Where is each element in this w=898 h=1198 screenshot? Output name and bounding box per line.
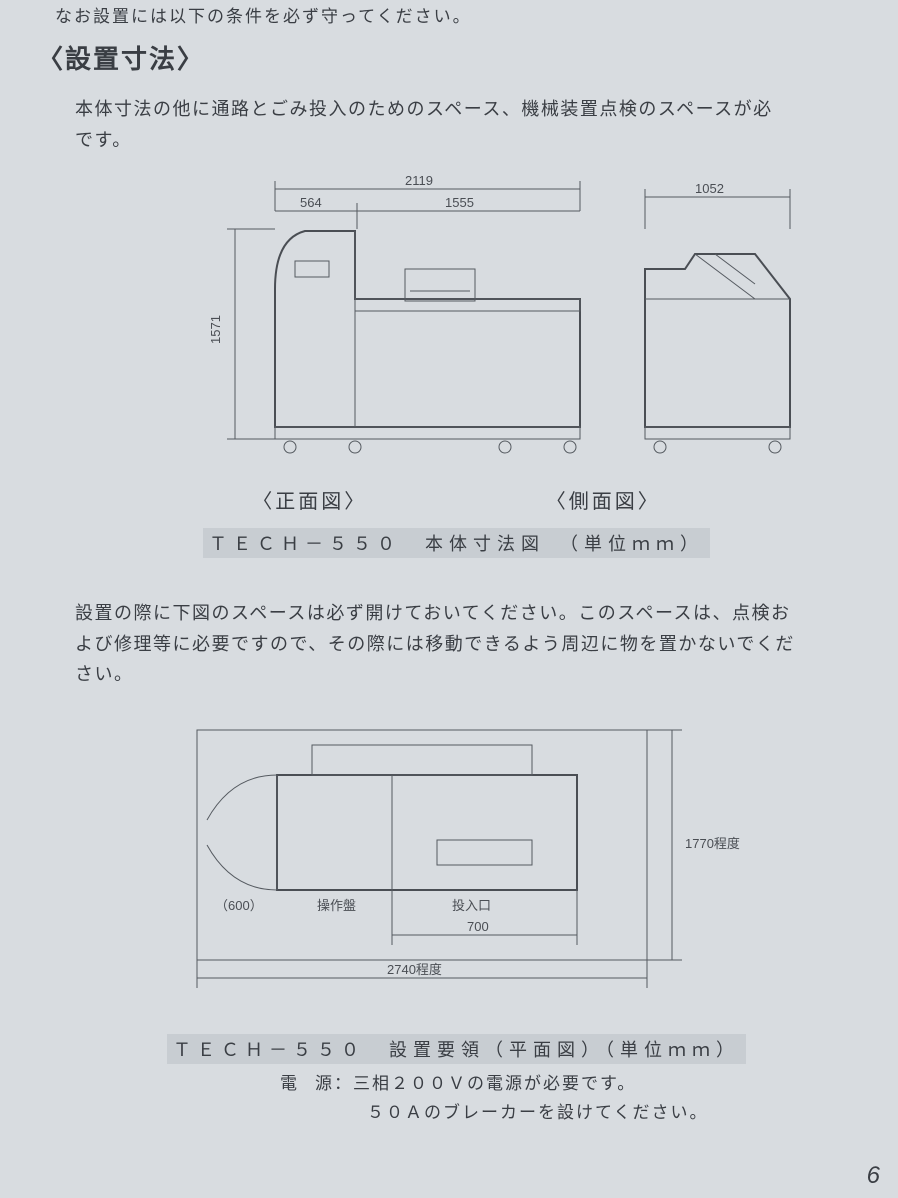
dim-564: 564 [300,195,322,210]
dim-2119: 2119 [405,173,433,188]
page-number: 6 [867,1162,880,1190]
fig1-view-labels: 〈正面図〉 〈側面図〉 [55,485,858,514]
dim-1770: 1770程度 [685,836,740,851]
spec-label-1: 電 [280,1074,315,1093]
dimension-diagram-1: 2119 564 1555 1571 [55,169,858,479]
fig2-title: ＴＥＣＨ－５５０ 設置要領（平面図）（単位ｍｍ） [167,1034,746,1064]
dim-2740: 2740程度 [387,962,442,977]
paragraph-1: 本体寸法の他に通路とごみ投入のためのスペース、機械装置点検のスペースが必 です。 [75,94,858,155]
side-view-label: 〈側面図〉 [546,485,661,514]
section-heading: 〈設置寸法〉 [37,39,858,76]
label-inlet: 投入口 [452,898,491,913]
layout-diagram-2: （600） 操作盤 投入口 700 2740程度 1770程度 [137,710,777,1020]
label-600: （600） [215,898,263,913]
paragraph-2: 設置の際に下図のスペースは必ず開けておいてください。このスペースは、点検お よび… [75,598,858,690]
spec-label-2: 源 [315,1074,334,1093]
label-panel: 操作盤 [317,898,356,913]
cutoff-line: なお設置には以下の条件を必ず守ってください。 [55,0,858,27]
power-spec: 電源：三相２００Ｖの電源が必要です。 ５０Ａのブレーカーを設けてください。 [280,1070,858,1128]
front-view-label: 〈正面図〉 [252,485,367,514]
dim-1571: 1571 [208,315,223,344]
dim-1555: 1555 [445,195,474,210]
dim-1052: 1052 [695,181,724,196]
spec-line1: ：三相２００Ｖの電源が必要です。 [334,1074,636,1093]
fig1-title: ＴＥＣＨ－５５０ 本体寸法図 （単位ｍｍ） [203,528,710,558]
spec-line2: ５０Ａのブレーカーを設けてください。 [348,1103,709,1122]
dim-700: 700 [467,919,489,934]
